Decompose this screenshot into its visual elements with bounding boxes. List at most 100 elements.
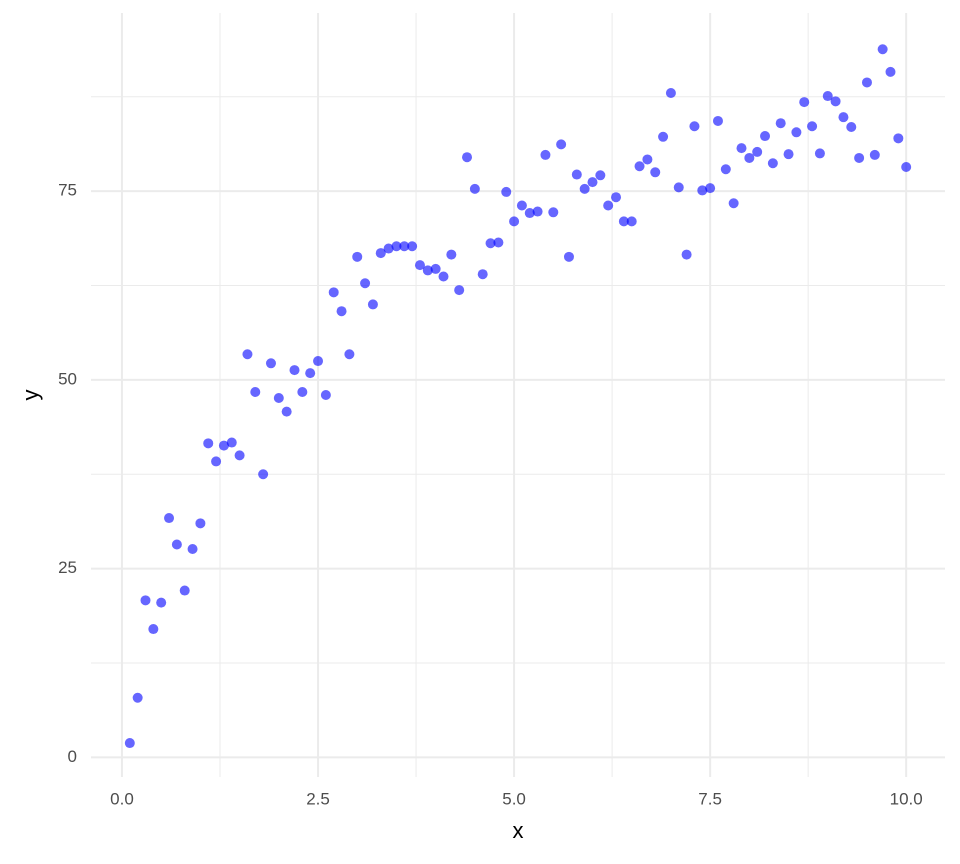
- point: [846, 121, 857, 132]
- point: [156, 597, 167, 608]
- point: [501, 186, 512, 197]
- point: [328, 287, 339, 298]
- point: [203, 438, 214, 449]
- point: [838, 112, 849, 123]
- point: [132, 692, 143, 703]
- point: [885, 66, 896, 77]
- point: [375, 248, 386, 259]
- point: [226, 437, 237, 448]
- point: [360, 278, 371, 289]
- x-tick-label: 0.0: [110, 789, 134, 808]
- point: [265, 358, 276, 369]
- point: [195, 518, 206, 529]
- point: [814, 148, 825, 159]
- point: [171, 539, 182, 550]
- point: [446, 249, 457, 260]
- point: [187, 544, 198, 555]
- point: [830, 96, 841, 107]
- point: [752, 146, 763, 157]
- point: [587, 177, 598, 188]
- point: [297, 386, 308, 397]
- point: [211, 456, 222, 467]
- point: [775, 118, 786, 129]
- point: [579, 183, 590, 194]
- point: [665, 88, 676, 99]
- x-tick-label: 2.5: [306, 789, 330, 808]
- y-tick-label: 0: [68, 747, 77, 766]
- point: [509, 216, 520, 227]
- point: [140, 595, 151, 606]
- point: [454, 285, 465, 296]
- point: [399, 241, 410, 252]
- point: [422, 265, 433, 276]
- point: [893, 133, 904, 144]
- point: [336, 306, 347, 317]
- point: [901, 162, 912, 173]
- point: [218, 440, 229, 451]
- point: [242, 349, 253, 360]
- point: [618, 216, 629, 227]
- point: [861, 77, 872, 88]
- point: [791, 127, 802, 138]
- point: [320, 390, 331, 400]
- point: [281, 406, 292, 417]
- point: [532, 206, 543, 217]
- point: [681, 249, 692, 260]
- y-tick-label: 75: [58, 181, 77, 200]
- point: [352, 251, 363, 262]
- point: [744, 152, 755, 163]
- point: [540, 149, 551, 160]
- point: [556, 139, 567, 150]
- point: [462, 152, 473, 163]
- point: [595, 170, 606, 181]
- point: [313, 356, 324, 367]
- point: [736, 143, 747, 154]
- y-axis-label: y: [18, 390, 43, 401]
- point: [250, 386, 261, 397]
- point: [611, 192, 622, 203]
- point: [822, 91, 833, 102]
- point: [650, 167, 661, 178]
- point: [658, 131, 669, 142]
- point: [124, 738, 135, 749]
- point: [634, 161, 645, 172]
- point: [367, 299, 378, 310]
- point: [563, 251, 574, 262]
- point: [289, 365, 300, 376]
- point: [164, 513, 175, 524]
- point: [603, 200, 614, 211]
- point: [673, 182, 684, 193]
- point: [258, 469, 269, 480]
- point: [548, 207, 559, 218]
- point: [469, 183, 480, 194]
- point: [712, 115, 723, 126]
- point: [854, 152, 865, 163]
- point: [705, 183, 716, 194]
- y-tick-label: 25: [58, 558, 77, 577]
- point: [383, 243, 394, 254]
- x-tick-label: 7.5: [698, 789, 722, 808]
- point: [344, 349, 355, 360]
- point: [799, 97, 810, 108]
- point: [391, 241, 402, 252]
- point: [477, 269, 488, 280]
- point: [438, 271, 449, 282]
- point: [179, 585, 190, 596]
- x-tick-label: 10.0: [890, 789, 923, 808]
- point: [689, 121, 700, 132]
- point: [414, 260, 425, 271]
- point: [305, 368, 316, 379]
- point: [571, 169, 582, 180]
- y-tick-label: 50: [58, 369, 77, 388]
- point: [760, 131, 771, 142]
- point: [430, 263, 441, 274]
- point: [807, 121, 818, 132]
- point: [407, 241, 418, 252]
- point: [273, 393, 284, 404]
- point: [697, 185, 708, 196]
- point: [767, 158, 778, 169]
- point: [642, 154, 653, 165]
- point: [728, 198, 739, 209]
- point: [877, 44, 888, 55]
